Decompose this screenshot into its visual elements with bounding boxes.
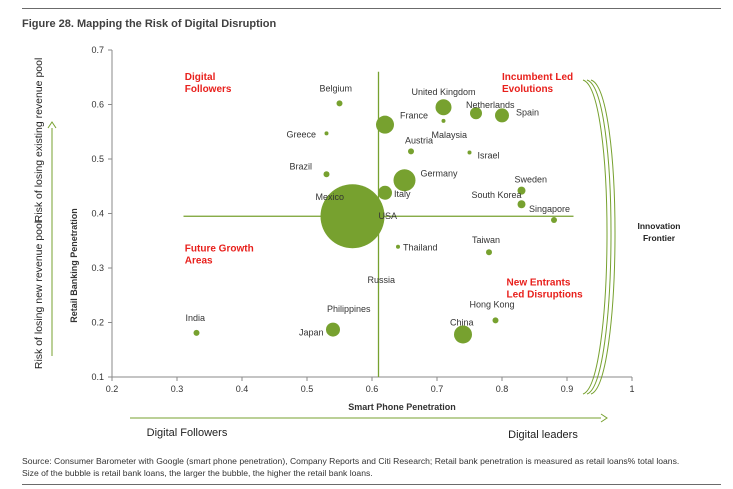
bubble-label-italy: Italy bbox=[394, 189, 411, 199]
outer-x-arrow-head bbox=[600, 413, 608, 423]
y-tick-label: 0.2 bbox=[91, 318, 104, 328]
outer-x-right-label: Digital leaders bbox=[508, 429, 578, 441]
bracket-label: Innovation bbox=[638, 221, 681, 231]
bubble-label-taiwan: Taiwan bbox=[472, 235, 500, 245]
bubble-italy bbox=[378, 185, 392, 200]
bubble-france bbox=[376, 115, 394, 134]
y-tick-label: 0.7 bbox=[91, 45, 104, 55]
bottom-rule bbox=[22, 484, 721, 485]
y-tick-label: 0.5 bbox=[91, 154, 104, 164]
quadrant-label: Followers bbox=[185, 84, 232, 95]
x-axis-title: Smart Phone Penetration bbox=[348, 402, 456, 412]
bubble-sweden bbox=[517, 186, 526, 195]
quadrant-label: New Entrants bbox=[507, 277, 571, 288]
bubble-india bbox=[193, 329, 200, 336]
outer-x-left-label: Digital Followers bbox=[147, 427, 228, 439]
x-tick-label: 0.6 bbox=[366, 384, 379, 394]
figure-title: Figure 28. Mapping the Risk of Digital D… bbox=[22, 18, 277, 30]
bubble-austria bbox=[408, 148, 414, 155]
bubble-label-singapore: Singapore bbox=[529, 204, 570, 214]
outer-y-upper-label: Risk of losing existing revenue pool bbox=[33, 58, 45, 223]
bubble-label-china: China bbox=[450, 317, 474, 327]
bubble-label-brazil: Brazil bbox=[290, 161, 313, 171]
bubble-thailand bbox=[396, 244, 400, 249]
bubble-label-spain: Spain bbox=[516, 107, 539, 117]
x-tick-label: 0.4 bbox=[236, 384, 249, 394]
bubble-united-kingdom bbox=[435, 99, 452, 116]
bubble-mexico bbox=[320, 184, 385, 249]
x-tick-label: 0.8 bbox=[496, 384, 509, 394]
innovation-frontier-bracket bbox=[582, 79, 608, 395]
bubble-label-philippines: Philippines bbox=[327, 304, 371, 314]
source-line-1: Source: Consumer Barometer with Google (… bbox=[22, 456, 680, 466]
bubble-belgium bbox=[336, 100, 343, 107]
bubble-label-usa: USA bbox=[379, 211, 398, 221]
x-tick-label: 0.9 bbox=[561, 384, 574, 394]
bubble-label-greece: Greece bbox=[287, 129, 317, 139]
x-tick-label: 0.3 bbox=[171, 384, 184, 394]
bubble-label-malaysia: Malaysia bbox=[432, 130, 468, 140]
bubble-label-france: France bbox=[400, 111, 428, 121]
y-tick-label: 0.3 bbox=[91, 263, 104, 273]
x-tick-label: 0.5 bbox=[301, 384, 314, 394]
innovation-frontier-bracket bbox=[586, 79, 612, 395]
quadrant-label: Incumbent Led bbox=[502, 72, 573, 83]
bubble-label-germany: Germany bbox=[421, 168, 459, 178]
y-tick-label: 0.1 bbox=[91, 372, 104, 382]
bubble-germany bbox=[393, 169, 416, 192]
bubble-singapore bbox=[551, 217, 557, 224]
top-rule bbox=[22, 8, 721, 9]
bubble-label-israel: Israel bbox=[478, 150, 500, 160]
quadrant-label: Future Growth bbox=[185, 244, 254, 255]
bubble-label-hong-kong: Hong Kong bbox=[470, 299, 515, 309]
bubble-greece bbox=[324, 131, 329, 136]
source-line-2: Size of the bubble is retail bank loans,… bbox=[22, 468, 373, 478]
x-tick-label: 1 bbox=[629, 384, 634, 394]
outer-y-arrow-head bbox=[47, 121, 57, 129]
y-tick-label: 0.6 bbox=[91, 100, 104, 110]
bubble-taiwan bbox=[486, 249, 492, 256]
x-tick-label: 0.7 bbox=[431, 384, 444, 394]
bubble-label-south-korea: South Korea bbox=[472, 190, 522, 200]
bubble-label-thailand: Thailand bbox=[403, 243, 438, 253]
innovation-frontier-bracket bbox=[590, 79, 616, 395]
bubble-netherlands bbox=[470, 107, 482, 120]
bubble-brazil bbox=[323, 171, 330, 178]
quadrant-label: Evolutions bbox=[502, 84, 554, 95]
bubble-label-mexico: Mexico bbox=[316, 192, 345, 202]
bracket-label: Frontier bbox=[643, 233, 676, 243]
bubble-israel bbox=[467, 150, 472, 155]
bubble-malaysia bbox=[441, 118, 446, 123]
bubble-label-united-kingdom: United Kingdom bbox=[412, 87, 476, 97]
bubble-south-korea bbox=[517, 200, 526, 209]
source-note: Source: Consumer Barometer with Google (… bbox=[22, 455, 722, 479]
y-tick-label: 0.4 bbox=[91, 209, 104, 219]
quadrant-label: Areas bbox=[185, 256, 213, 267]
quadrant-label: Led Disruptions bbox=[507, 289, 584, 300]
bubble-label-sweden: Sweden bbox=[515, 175, 548, 185]
bubble-label-belgium: Belgium bbox=[320, 83, 353, 93]
bubble-label-austria: Austria bbox=[405, 135, 433, 145]
bubble-china bbox=[454, 325, 472, 344]
outer-y-lower-label: Risk of losing new revenue pool bbox=[33, 221, 45, 369]
y-axis-title: Retail Banking Penetration bbox=[69, 208, 79, 323]
quadrant-label: Digital bbox=[185, 72, 216, 83]
bubble-label-japan: Japan bbox=[299, 328, 324, 338]
bubble-label-india: India bbox=[186, 313, 206, 323]
bubble-japan bbox=[326, 322, 340, 337]
bubble-label-netherlands: Netherlands bbox=[466, 100, 515, 110]
x-tick-label: 0.2 bbox=[106, 384, 119, 394]
bubble-hong-kong bbox=[492, 317, 499, 324]
bubble-spain bbox=[495, 108, 509, 123]
bubble-label-russia: Russia bbox=[368, 275, 396, 285]
